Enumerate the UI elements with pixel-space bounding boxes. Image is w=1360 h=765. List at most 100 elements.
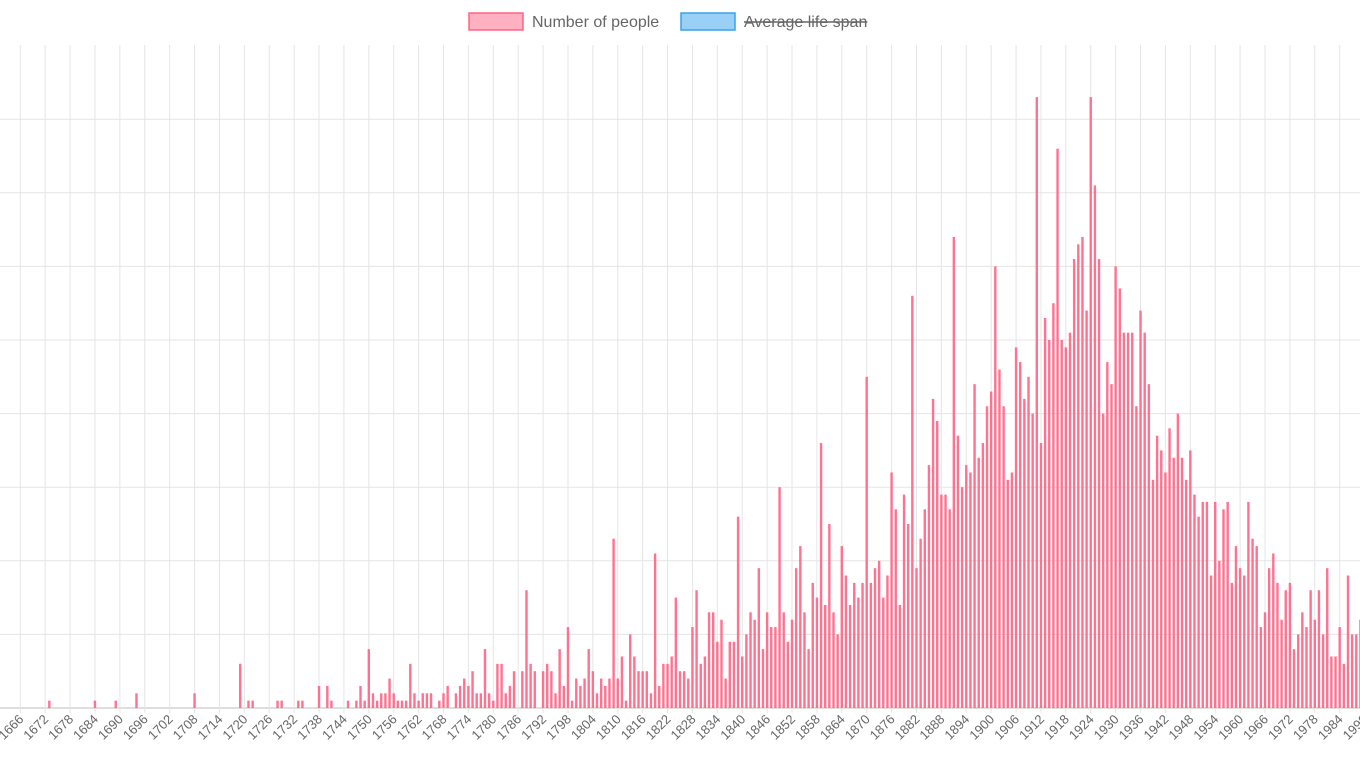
bar[interactable] (695, 590, 698, 708)
bar[interactable] (770, 627, 773, 708)
bar[interactable] (1296, 634, 1300, 708)
bar[interactable] (873, 568, 877, 708)
bar[interactable] (247, 700, 250, 708)
bar[interactable] (1052, 303, 1055, 708)
bar[interactable] (500, 663, 503, 708)
bar[interactable] (1027, 376, 1030, 708)
bar[interactable] (1276, 582, 1279, 708)
bar[interactable] (525, 590, 528, 708)
bar[interactable] (965, 465, 968, 708)
bar[interactable] (1284, 590, 1287, 708)
bar[interactable] (1214, 501, 1217, 708)
bar[interactable] (828, 524, 831, 708)
bar[interactable] (720, 619, 723, 708)
bar[interactable] (583, 678, 586, 708)
bar[interactable] (1346, 575, 1350, 708)
bar[interactable] (790, 619, 794, 708)
bar[interactable] (483, 649, 487, 708)
bar[interactable] (745, 634, 748, 708)
bar[interactable] (811, 582, 814, 708)
bar[interactable] (400, 700, 404, 708)
bar[interactable] (1201, 501, 1204, 708)
bar[interactable] (819, 443, 823, 708)
bar[interactable] (682, 671, 686, 708)
bar[interactable] (732, 641, 736, 708)
bar[interactable] (1147, 384, 1151, 708)
bar[interactable] (384, 693, 387, 708)
bar[interactable] (936, 420, 939, 708)
bar[interactable] (238, 663, 242, 708)
bar[interactable] (487, 693, 491, 708)
bar[interactable] (923, 509, 926, 708)
bar[interactable] (504, 693, 507, 708)
bar[interactable] (865, 376, 868, 708)
bar[interactable] (612, 538, 615, 708)
bar[interactable] (1056, 148, 1059, 708)
bar[interactable] (1110, 384, 1113, 708)
bar[interactable] (417, 700, 420, 708)
bar[interactable] (595, 693, 599, 708)
bar[interactable] (558, 649, 561, 708)
bar[interactable] (388, 678, 391, 708)
bar[interactable] (1305, 627, 1308, 708)
bar[interactable] (649, 693, 653, 708)
bar[interactable] (728, 641, 731, 708)
bar[interactable] (886, 575, 889, 708)
bar[interactable] (375, 700, 379, 708)
bar[interactable] (570, 700, 574, 708)
bar[interactable] (1247, 501, 1250, 708)
bar[interactable] (1089, 97, 1092, 709)
bar[interactable] (587, 649, 590, 708)
bar[interactable] (653, 553, 657, 708)
bar[interactable] (251, 700, 254, 708)
bar[interactable] (807, 649, 810, 708)
bar[interactable] (1072, 259, 1076, 708)
bar[interactable] (1180, 457, 1184, 708)
bar[interactable] (1093, 185, 1097, 708)
bar[interactable] (674, 597, 678, 708)
bar[interactable] (948, 509, 951, 708)
bar[interactable] (911, 295, 914, 708)
bar[interactable] (554, 693, 557, 708)
bar[interactable] (1155, 435, 1159, 708)
bar[interactable] (193, 693, 196, 708)
bar[interactable] (765, 612, 769, 708)
bar[interactable] (1189, 450, 1192, 708)
bar[interactable] (604, 685, 607, 708)
bar[interactable] (1002, 406, 1005, 708)
bar[interactable] (1048, 340, 1051, 708)
bar[interactable] (1139, 310, 1142, 708)
bar[interactable] (512, 671, 516, 708)
bar[interactable] (898, 604, 902, 708)
bar[interactable] (114, 700, 117, 708)
bar[interactable] (492, 700, 495, 708)
legend-item-number-of-people[interactable]: Number of people (468, 12, 659, 31)
bar[interactable] (396, 700, 400, 708)
bar[interactable] (832, 612, 835, 708)
bar[interactable] (421, 693, 424, 708)
bar[interactable] (616, 678, 619, 708)
bar[interactable] (458, 685, 462, 708)
bar[interactable] (927, 465, 931, 708)
bar[interactable] (1019, 362, 1022, 708)
bar[interactable] (890, 472, 893, 708)
bar[interactable] (1350, 634, 1354, 708)
bar[interactable] (707, 612, 711, 708)
bar[interactable] (637, 671, 640, 708)
bar[interactable] (1193, 494, 1196, 708)
bar[interactable] (724, 678, 727, 708)
bar[interactable] (359, 685, 362, 708)
bar[interactable] (761, 649, 765, 708)
bar[interactable] (666, 663, 669, 708)
bar[interactable] (425, 693, 429, 708)
bar[interactable] (915, 568, 918, 708)
bar[interactable] (1172, 457, 1175, 708)
bar[interactable] (591, 671, 595, 708)
bar[interactable] (1097, 259, 1101, 708)
bar[interactable] (550, 671, 553, 708)
bar[interactable] (956, 435, 960, 708)
bar[interactable] (1126, 332, 1130, 708)
bar[interactable] (1243, 575, 1246, 708)
bar[interactable] (529, 663, 532, 708)
bar[interactable] (1330, 656, 1333, 708)
